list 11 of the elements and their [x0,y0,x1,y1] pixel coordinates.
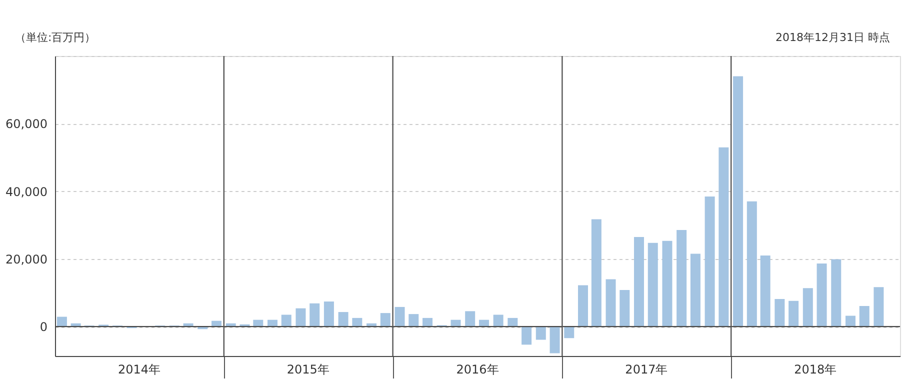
y-axis-title: （単位:百万円） [15,31,96,44]
y-tick-label: 40,000 [6,184,48,199]
y-tick-label: 60,000 [6,117,48,132]
y-tick-label: 0 [40,320,48,334]
x-tick-label: 2018年 [794,362,837,376]
x-tick-label: 2014年 [118,362,161,376]
x-tick-label: 2017年 [625,362,668,376]
y-tick-label: 20,000 [6,252,48,266]
x-tick-label: 2016年 [456,362,499,376]
text: 2018年12月31日 時点 [776,31,890,44]
x-tick-label: 2015年 [286,362,330,376]
